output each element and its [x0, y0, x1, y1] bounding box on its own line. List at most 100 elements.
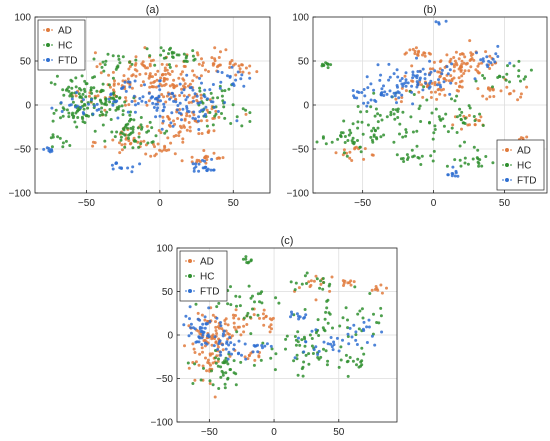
- data-point: [362, 329, 366, 332]
- data-point: [215, 316, 219, 320]
- data-point: [182, 78, 186, 82]
- data-point: [249, 296, 253, 300]
- data-point: [180, 91, 184, 95]
- data-point: [393, 94, 397, 98]
- data-point: [451, 123, 455, 127]
- x-tick-label: 50: [499, 198, 511, 209]
- data-point: [357, 365, 361, 369]
- data-point: [323, 317, 327, 321]
- data-point: [147, 129, 150, 133]
- data-point: [188, 125, 192, 129]
- data-point: [220, 112, 223, 115]
- data-point: [93, 51, 97, 55]
- data-point: [234, 294, 238, 298]
- data-point: [429, 154, 433, 158]
- data-point: [476, 64, 480, 68]
- data-point: [139, 116, 143, 119]
- data-point: [167, 52, 170, 56]
- data-point: [73, 120, 77, 124]
- data-point: [244, 66, 248, 70]
- data-point: [373, 98, 377, 102]
- data-point: [459, 118, 463, 122]
- data-point: [297, 314, 300, 318]
- data-point: [154, 115, 158, 119]
- data-point: [158, 88, 162, 92]
- panel-title: (c): [281, 235, 294, 247]
- data-point: [209, 363, 212, 367]
- data-point: [213, 335, 217, 339]
- legend-marker: [188, 259, 192, 263]
- data-point: [127, 67, 131, 71]
- data-point: [234, 383, 238, 387]
- data-point: [147, 76, 151, 80]
- data-point: [485, 97, 489, 101]
- data-point: [512, 64, 516, 68]
- data-point: [192, 113, 196, 117]
- data-point: [319, 282, 323, 286]
- data-point: [380, 118, 384, 122]
- data-point: [192, 169, 196, 173]
- data-point: [199, 93, 203, 97]
- data-point: [56, 135, 60, 139]
- data-point: [191, 382, 195, 385]
- data-point: [188, 317, 191, 321]
- data-point: [78, 87, 81, 90]
- data-point: [326, 321, 330, 325]
- data-point: [471, 157, 475, 161]
- legend-marker: [46, 43, 50, 47]
- data-point: [191, 342, 195, 346]
- data-point: [181, 140, 185, 144]
- data-point: [204, 68, 207, 72]
- data-point: [394, 108, 398, 112]
- data-point: [341, 338, 344, 342]
- data-point: [67, 111, 71, 115]
- data-point: [138, 162, 142, 166]
- data-point: [151, 75, 154, 79]
- data-point: [143, 83, 146, 87]
- data-point: [103, 108, 107, 112]
- data-point: [223, 322, 227, 326]
- data-point: [383, 90, 387, 94]
- data-point: [241, 107, 245, 111]
- data-point: [200, 81, 203, 85]
- data-point: [68, 144, 72, 147]
- data-point: [307, 352, 311, 356]
- data-point: [269, 323, 273, 327]
- data-point: [103, 102, 107, 106]
- data-point: [454, 61, 458, 65]
- data-point: [501, 75, 505, 79]
- data-point: [172, 119, 175, 123]
- data-point: [259, 358, 263, 362]
- x-tick-label: −50: [78, 198, 95, 209]
- data-points: [42, 46, 259, 174]
- data-point: [211, 383, 215, 387]
- data-point: [295, 312, 299, 316]
- data-point: [189, 322, 193, 326]
- data-point: [496, 76, 500, 79]
- legend-marker: [505, 163, 509, 167]
- data-point: [365, 325, 369, 329]
- data-point: [473, 77, 477, 81]
- data-point: [208, 352, 212, 356]
- data-point: [488, 54, 492, 58]
- data-point: [446, 173, 450, 177]
- data-point: [318, 286, 322, 290]
- data-point: [455, 131, 459, 134]
- data-point: [247, 353, 251, 357]
- data-point: [307, 362, 311, 366]
- data-point: [142, 64, 146, 68]
- data-point: [154, 152, 158, 156]
- data-point: [214, 109, 218, 113]
- data-point: [314, 298, 318, 302]
- data-point: [67, 115, 71, 119]
- data-point: [350, 335, 354, 339]
- data-point: [434, 90, 437, 94]
- data-point: [158, 79, 162, 83]
- data-point: [118, 61, 122, 65]
- data-point: [210, 334, 214, 338]
- data-point: [111, 70, 115, 74]
- data-point: [345, 154, 349, 158]
- data-point: [201, 101, 205, 105]
- data-point: [205, 119, 209, 123]
- data-point: [380, 291, 384, 295]
